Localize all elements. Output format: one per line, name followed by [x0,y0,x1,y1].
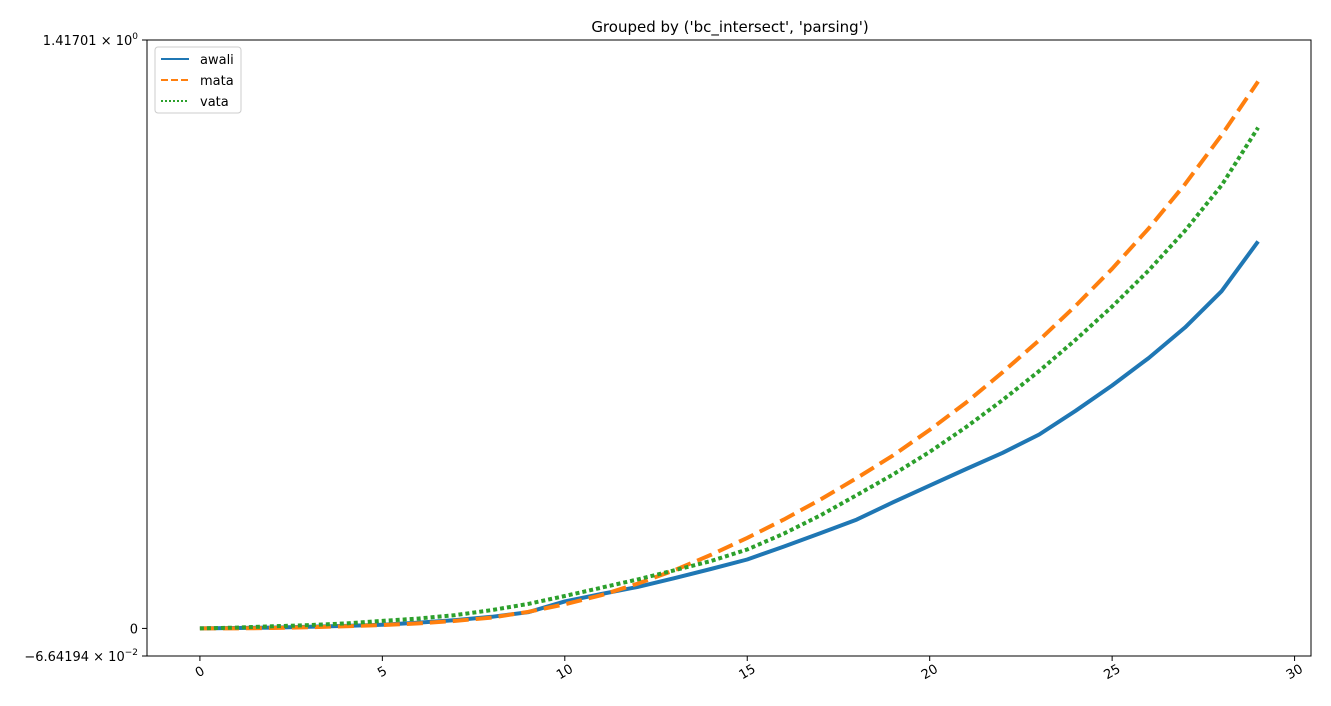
legend-box [154,46,242,114]
y-tick-label: 1.41701 × 100 [43,32,138,49]
y-tick-label: 0 [130,622,138,637]
series-line-mata [199,80,1260,631]
x-tick-label: 15 [737,662,759,683]
x-tick-label: 25 [1101,662,1123,683]
series-line-vata [199,126,1260,631]
x-tick-label: 30 [1284,662,1306,683]
legend-label-awali: awali [200,53,234,68]
x-tick-label: 10 [554,662,576,683]
x-tick-label: 20 [919,662,941,683]
plot-frame [146,39,1312,657]
legend-label-mata: mata [200,74,234,89]
legend-label-vata: vata [200,95,229,110]
chart-title: Grouped by ('bc_intersect', 'parsing') [591,18,868,37]
y-tick-label: −6.64194 × 10−2 [24,648,138,665]
